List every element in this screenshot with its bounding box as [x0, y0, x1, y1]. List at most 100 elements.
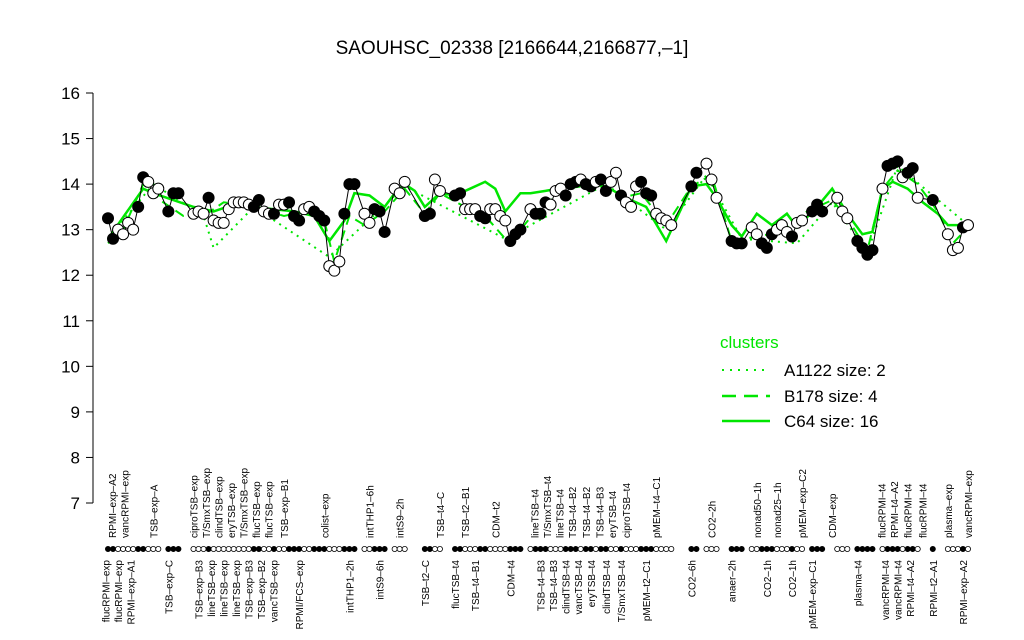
data-point [328, 264, 341, 277]
rug-mark [401, 546, 408, 553]
sample-label-bottom: vancRPMI–t4 [881, 560, 892, 620]
data-point [559, 189, 572, 202]
rug-mark [527, 546, 534, 553]
rug-mark [653, 546, 660, 553]
sample-label-top: flucTSB–exp [264, 481, 275, 538]
sample-label-bottom: flucRPMI–exp [114, 560, 125, 623]
sample-label-top: clindTSB–exp [214, 476, 225, 538]
data-point [197, 207, 210, 220]
data-point [217, 216, 230, 229]
sample-label-top: vancRPMI–exp [964, 470, 975, 538]
sample-label-bottom: TSB–t2–C [421, 560, 432, 606]
data-point [951, 241, 964, 254]
rug-mark [517, 546, 524, 553]
data-point [202, 191, 215, 204]
data-point [423, 207, 436, 220]
rug-mark [381, 546, 388, 553]
rug-mark [648, 546, 655, 553]
sample-label-bottom: TSB–t4–B3 [549, 560, 560, 612]
data-point [479, 212, 492, 225]
rug-mark [944, 546, 951, 553]
rug-mark [693, 546, 700, 553]
rug-mark [265, 546, 272, 553]
y-tick-label: 11 [62, 312, 80, 331]
data-point [760, 241, 773, 254]
rug-mark [562, 546, 569, 553]
sample-label-bottom: vancTSB–t4 [574, 560, 585, 615]
rug-mark [130, 546, 137, 553]
data-point [378, 225, 391, 238]
data-point [132, 200, 145, 213]
sample-label-top: eryTSB–exp [227, 483, 238, 538]
sample-label-top: flucRPMI–t4 [919, 483, 930, 538]
rug-mark [205, 546, 212, 553]
rug-mark [839, 546, 846, 553]
legend-title: clusters [720, 333, 779, 352]
rug-mark [844, 546, 851, 553]
rug-mark [703, 546, 710, 553]
data-point [373, 205, 386, 218]
rug-mark [532, 546, 539, 553]
rug-mark [436, 546, 443, 553]
rug-mark [763, 546, 770, 553]
sample-label-bottom: CO2–1h [788, 560, 799, 597]
rug-mark [260, 546, 267, 553]
rug-mark [426, 546, 433, 553]
data-point [318, 214, 331, 227]
sample-label-top: TSB–exp–B1 [280, 479, 291, 538]
sample-label-bottom: eryTSB–t4 [587, 560, 598, 608]
rug-mark [431, 546, 438, 553]
rug-mark [245, 546, 252, 553]
chart-title: SAOUHSC_02338 [2166644,2166877,–1] [336, 38, 689, 59]
sample-label-top: pMEM–exp–C2 [798, 469, 809, 538]
rug-mark [110, 546, 117, 553]
rug-mark [577, 546, 584, 553]
data-point [604, 175, 617, 188]
data-point [599, 184, 612, 197]
rug-mark [316, 546, 323, 553]
legend-entry: C64 size: 16 [784, 412, 879, 431]
data-point [911, 191, 924, 204]
data-point [645, 189, 658, 202]
data-point [293, 214, 306, 227]
rug-mark [371, 546, 378, 553]
rug-mark [492, 546, 499, 553]
data-point [785, 230, 798, 243]
rug-mark [240, 546, 247, 553]
data-point [267, 207, 280, 220]
rug-mark [270, 546, 277, 553]
sample-label-top: CO2–2h [708, 501, 719, 538]
data-point [926, 194, 939, 207]
sample-label-bottom: CO2–1h [763, 560, 774, 597]
y-tick-label: 14 [61, 175, 80, 194]
sample-label-bottom: intS9–6h [376, 560, 387, 599]
sample-label-top: eryTSB–t4 [608, 490, 619, 538]
data-points [102, 155, 974, 277]
sample-label-top: RPMI–t4–A2 [890, 481, 901, 538]
rug-mark [617, 546, 624, 553]
rug-mark [311, 546, 318, 553]
data-point [941, 228, 954, 241]
data-point [358, 207, 371, 220]
rug-mark [814, 546, 821, 553]
rug-mark [949, 546, 956, 553]
sample-label-bottom: pMEM–t2–C1 [642, 560, 653, 622]
rug-mark [457, 546, 464, 553]
sample-label-top: T/SmxTSB–t4 [543, 475, 554, 538]
sample-label-top: TSB–t4–B2 [568, 486, 579, 538]
rug-mark [502, 546, 509, 553]
sample-label-bottom: anaer–2h [728, 560, 739, 602]
rug-mark [612, 546, 619, 553]
rug-mark [783, 546, 790, 553]
legend-entry: A1122 size: 2 [784, 361, 886, 380]
rug-mark [542, 546, 549, 553]
sample-label-top: RPMI–exp–A2 [108, 473, 119, 538]
rug-mark [120, 546, 127, 553]
data-point [866, 244, 879, 257]
rug-mark [296, 546, 303, 553]
rug-mark [336, 546, 343, 553]
data-point [433, 184, 446, 197]
data-point [534, 207, 547, 220]
sample-label-bottom: CDM–t4 [506, 560, 517, 597]
rug-mark [487, 546, 494, 553]
